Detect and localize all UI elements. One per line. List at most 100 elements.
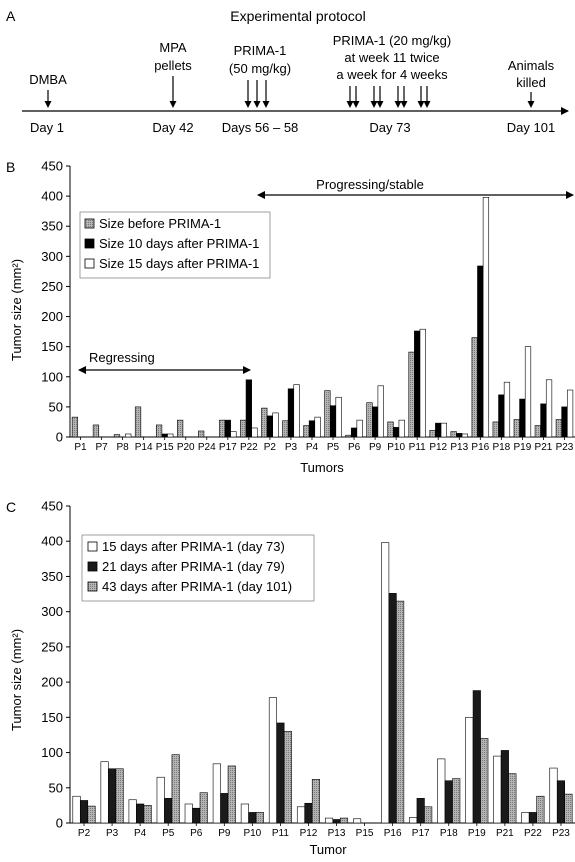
x-tick-label: P9 [218,828,231,839]
bar [255,812,264,824]
protocol-arrow [352,86,360,108]
x-tick-label: P24 [198,442,216,453]
x-tick-label: P23 [552,828,570,839]
x-tick-label: P17 [219,442,237,453]
event-label: PRIMA-1 (20 mg/kg) [333,33,451,48]
bar [555,419,562,438]
x-tick-label: P9 [369,442,382,453]
legend-swatch-10d [84,238,95,249]
panel-c: C 0 50 100 150 200 250 300 350 400 450 P2 P3 P4 P5 P6 P… [6,499,575,857]
panel-label-a: A [6,8,16,24]
y-tick-label: 400 [41,534,63,549]
bar [492,421,499,438]
protocol-arrow [253,80,261,108]
bar [513,419,520,438]
bar [414,330,421,438]
bar [493,755,502,824]
x-tick-label: P18 [440,828,458,839]
event-prima-20: PRIMA-1 (20 mg/kg) at week 11 twice a we… [333,33,451,135]
y-tick-label: 450 [41,499,63,514]
regressing-label: Regressing [89,350,155,365]
y-tick-label: 350 [41,569,63,584]
bar [156,776,165,824]
event-day: Day 73 [369,120,410,135]
bar [134,406,142,438]
bar [171,754,180,824]
event-label: at week 11 twice [344,50,439,65]
bar [345,434,352,438]
x-tick-label: P21 [535,442,553,453]
bar [549,767,558,824]
bar [311,779,320,824]
x-tick-label: P3 [106,828,119,839]
legend-c: 15 days after PRIMA-1 (day 73) 21 days a… [81,534,315,602]
bar [115,768,124,824]
bar [393,427,400,438]
protocol-arrow [244,80,252,108]
panel-label-b: B [6,159,15,175]
bar [266,415,274,438]
legend-entry: Size before PRIMA-1 [99,216,221,231]
bar [482,197,490,438]
bar [287,388,295,438]
bar [219,419,226,438]
x-tick-label: P15 [356,828,374,839]
protocol-arrow [417,86,425,108]
event-label: (50 mg/kg) [229,61,291,76]
legend-entry: Size 10 days after PRIMA-1 [99,236,259,251]
bar [108,768,117,824]
bar [371,406,379,438]
y-tick-label: 0 [56,430,63,445]
bar [461,433,468,438]
bar [72,795,81,824]
y-tick-label: 350 [41,219,63,234]
x-tick-label: P22 [240,442,258,453]
bar [167,433,174,438]
x-tick-label: P20 [177,442,195,453]
x-tick-label: P21 [496,828,514,839]
event-animals-killed: Animals killed Day 101 [507,58,555,135]
event-prima-50: PRIMA-1 (50 mg/kg) Days 56 – 58 [222,43,299,135]
y-tick-label: 400 [41,189,63,204]
bar [314,416,321,438]
event-day: Day 101 [507,120,555,135]
legend-swatch-day73 [87,541,98,552]
bar [564,793,573,824]
legend-swatch-day79 [87,561,98,572]
y-tick-label: 150 [41,339,63,354]
bar [192,807,201,824]
y-tick-label: 300 [41,249,63,264]
bar [524,346,532,438]
bar [335,396,342,438]
event-mpa-pellets: MPA pellets Day 42 [152,40,193,135]
bar [113,434,121,438]
bar [440,422,447,438]
x-tick-label: P16 [384,828,402,839]
legend-entry: 43 days after PRIMA-1 (day 101) [102,579,292,594]
y-tick-label: 50 [49,780,63,795]
y-tick-label: 250 [41,639,63,654]
protocol-arrow [376,86,384,108]
annotation-regressing: Regressing [78,350,251,374]
y-tick-label: 450 [41,159,63,174]
bar [353,818,362,824]
bar [164,798,173,824]
protocol-arrow [423,86,431,108]
bar [536,795,545,824]
bar [356,419,363,438]
bar [230,431,237,438]
bar [500,750,509,824]
bar [477,265,484,438]
bar [398,419,405,438]
bar [199,792,208,824]
bar [143,805,152,824]
bar [251,427,258,438]
event-label: MPA [159,40,187,55]
event-day: Day 1 [30,120,64,135]
bar [381,542,390,824]
x-tick-label: P13 [328,828,346,839]
event-label: a week for 4 weeks [336,67,448,82]
x-tick-label: P4 [306,442,319,453]
bar [419,328,426,438]
